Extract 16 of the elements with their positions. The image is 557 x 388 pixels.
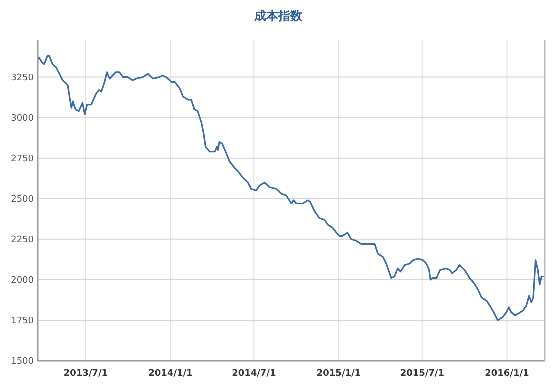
- x-tick-label: 2014/7/1: [232, 369, 276, 379]
- y-tick-label: 2750: [11, 154, 34, 164]
- x-tick-label: 2014/1/1: [148, 369, 193, 379]
- x-tick-label: 2015/7/1: [400, 369, 444, 379]
- x-tick-label: 2016/1/1: [485, 369, 530, 379]
- chart-title: 成本指数: [254, 9, 304, 23]
- line-series: [37, 55, 544, 322]
- x-tick-label: 2015/1/1: [316, 369, 362, 379]
- y-tick-label: 1750: [11, 316, 34, 327]
- y-tick-label: 2250: [11, 236, 34, 246]
- y-tick-label: 3000: [11, 114, 34, 124]
- y-tick-label: 1500: [11, 357, 34, 368]
- y-tick-label: 2000: [11, 276, 34, 286]
- y-tick-label: 2500: [11, 195, 34, 206]
- x-tick-label: 2013/7/1: [64, 369, 108, 379]
- y-tick-label: 3250: [11, 73, 34, 84]
